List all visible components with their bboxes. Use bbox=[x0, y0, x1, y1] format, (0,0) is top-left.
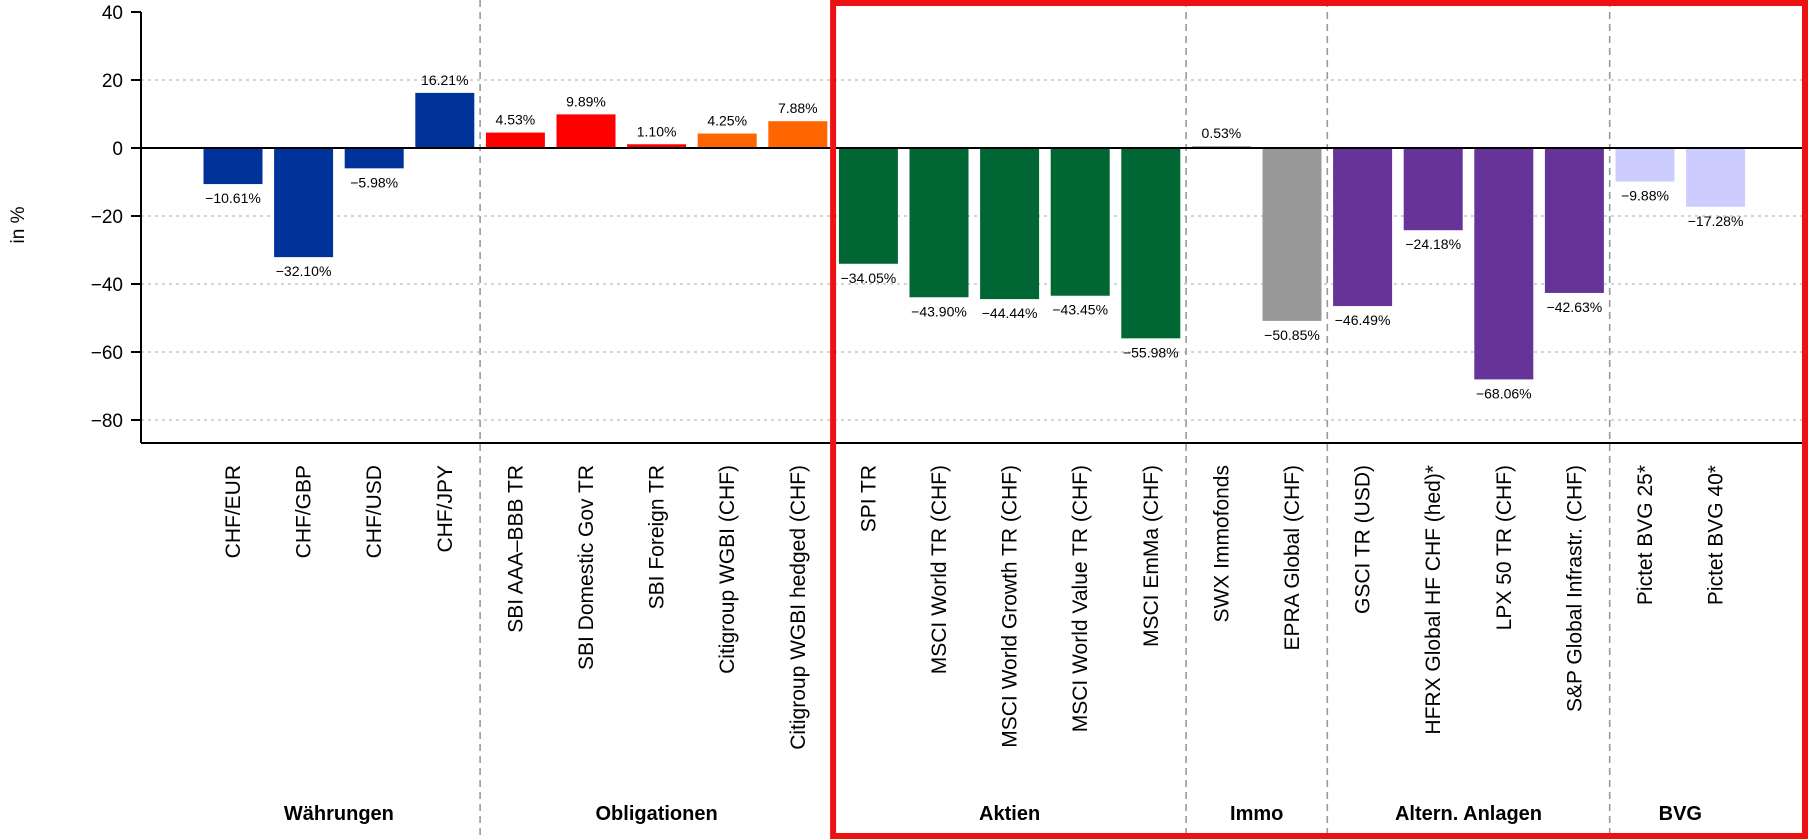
bar-value-label: 9.89% bbox=[566, 93, 606, 109]
bar-value-label: 0.53% bbox=[1202, 125, 1242, 141]
bar-value-label: −44.44% bbox=[982, 305, 1038, 321]
bar-value-label: −55.98% bbox=[1123, 344, 1179, 360]
bar bbox=[838, 148, 898, 264]
category-label: Citigroup WGBI hedged (CHF) bbox=[787, 465, 810, 750]
bar-value-label: −9.88% bbox=[1621, 188, 1669, 204]
bar bbox=[1686, 148, 1746, 207]
category-label: S&P Global Infrastr. (CHF) bbox=[1563, 465, 1586, 712]
category-label: Pictet BVG 25* bbox=[1634, 465, 1657, 605]
bar bbox=[344, 148, 404, 169]
bar-value-label: −32.10% bbox=[276, 263, 332, 279]
bar bbox=[1121, 148, 1181, 339]
category-label: SBI Foreign TR bbox=[646, 465, 669, 609]
bar bbox=[1333, 148, 1393, 307]
bar bbox=[1474, 148, 1534, 380]
bar bbox=[415, 92, 475, 148]
bar bbox=[768, 121, 828, 148]
bar bbox=[1262, 148, 1322, 321]
category-label: SWX Immofonds bbox=[1210, 465, 1233, 623]
bar bbox=[203, 148, 263, 185]
bar bbox=[627, 144, 687, 148]
category-label: CHF/USD bbox=[363, 465, 386, 558]
y-tick-label: 20 bbox=[102, 71, 123, 92]
y-tick-label: −80 bbox=[91, 411, 123, 432]
bar-value-label: −50.85% bbox=[1264, 327, 1320, 343]
category-label: HFRX Global HF CHF (hed)* bbox=[1422, 465, 1445, 735]
bar bbox=[909, 148, 969, 298]
category-label: CHF/EUR bbox=[222, 465, 245, 558]
highlight-box bbox=[830, 0, 1808, 839]
bar-value-label: −68.06% bbox=[1476, 385, 1532, 401]
bar bbox=[1544, 148, 1604, 293]
y-tick-label: 40 bbox=[102, 3, 123, 24]
bar bbox=[1050, 148, 1110, 296]
category-label: SBI Domestic Gov TR bbox=[575, 465, 598, 670]
bar-value-label: 1.10% bbox=[637, 123, 677, 139]
bar-value-label: 7.88% bbox=[778, 100, 818, 116]
bar-value-label: −10.61% bbox=[205, 190, 261, 206]
group-label: Währungen bbox=[284, 803, 394, 825]
y-tick-label: −60 bbox=[91, 343, 123, 364]
bar-value-label: 4.25% bbox=[707, 113, 747, 129]
category-label: MSCI World TR (CHF) bbox=[928, 465, 951, 674]
axes bbox=[131, 11, 1805, 444]
group-label: Immo bbox=[1230, 803, 1283, 825]
category-label: MSCI EmMa (CHF) bbox=[1140, 465, 1163, 647]
bar-value-label: −46.49% bbox=[1335, 312, 1391, 328]
bar bbox=[485, 132, 545, 148]
bar-value-label: −43.45% bbox=[1052, 302, 1108, 318]
bar bbox=[697, 133, 757, 148]
y-tick-label: −40 bbox=[91, 275, 123, 296]
y-axis-label: in % bbox=[8, 206, 29, 243]
bar-value-label: −5.98% bbox=[350, 174, 398, 190]
bar bbox=[556, 114, 616, 148]
y-tick-label: −20 bbox=[91, 207, 123, 228]
category-label: Citigroup WGBI (CHF) bbox=[716, 465, 739, 674]
bar-value-label: −43.90% bbox=[911, 303, 967, 319]
bar bbox=[1615, 148, 1675, 182]
highlight-rectangle bbox=[830, 0, 1808, 839]
category-label: CHF/JPY bbox=[434, 465, 457, 553]
group-label: Aktien bbox=[979, 803, 1040, 825]
bar-value-label: −24.18% bbox=[1405, 236, 1461, 252]
bar-value-label: 4.53% bbox=[496, 112, 536, 128]
labels: 40 20 0 −20 −40 −60 −80 in % −10.61% CHF/EUR −32.1… bbox=[8, 3, 1743, 825]
category-label: EPRA Global (CHF) bbox=[1281, 465, 1304, 651]
category-label: SPI TR bbox=[857, 465, 880, 532]
group-label: Obligationen bbox=[595, 803, 717, 825]
y-tick-label: 0 bbox=[112, 139, 123, 160]
bar-value-label: −42.63% bbox=[1547, 299, 1603, 315]
bar-value-label: −34.05% bbox=[841, 270, 897, 286]
bars bbox=[203, 92, 1746, 380]
bar bbox=[274, 148, 334, 258]
category-label: CHF/GBP bbox=[293, 465, 316, 558]
bar bbox=[980, 148, 1040, 300]
category-label: MSCI World Value TR (CHF) bbox=[1069, 465, 1092, 732]
bar-value-label: −17.28% bbox=[1688, 213, 1744, 229]
bar-value-label: 16.21% bbox=[421, 72, 468, 88]
bar bbox=[1403, 148, 1463, 231]
category-label: LPX 50 TR (CHF) bbox=[1493, 465, 1516, 630]
category-label: Pictet BVG 40* bbox=[1705, 465, 1728, 605]
category-label: MSCI World Growth TR (CHF) bbox=[999, 465, 1022, 748]
category-label: SBI AAA–BBB TR bbox=[504, 465, 527, 633]
group-label: Altern. Anlagen bbox=[1395, 803, 1542, 825]
category-label: GSCI TR (USD) bbox=[1352, 465, 1375, 614]
group-label: BVG bbox=[1659, 803, 1702, 825]
